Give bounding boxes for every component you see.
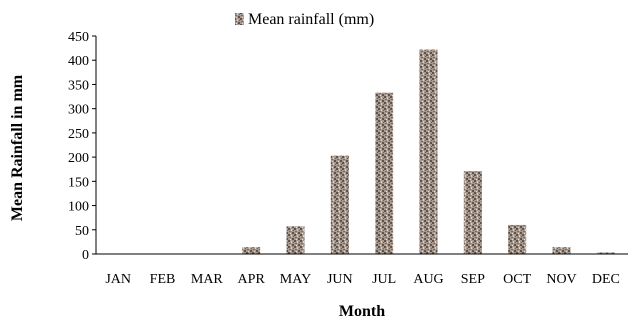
bar-dec [596,252,615,254]
x-tick-label-mar: MAR [191,272,224,287]
bar-oct [508,224,527,254]
y-tick-label: 300 [68,103,89,118]
y-axis-ticks: 0 50 100 150 200 250 300 350 400 450 [68,30,96,263]
x-tick-label-jan: JAN [105,272,131,287]
y-tick-label: 450 [68,30,89,45]
x-tick-label-dec: DEC [592,272,620,287]
y-tick-label: 400 [68,54,89,69]
y-axis-title: Mean Rainfall in mm [9,74,26,221]
x-tick-label-apr: APR [238,272,266,287]
x-axis-title: Month [339,303,385,320]
y-tick-label: 150 [68,175,89,190]
x-tick-label-nov: NOV [546,272,576,287]
bar-aug [419,49,438,254]
y-tick-label: 250 [68,127,89,142]
bar-sep [463,171,482,254]
bar-apr [242,247,261,254]
bar-jul [375,92,394,255]
x-tick-label-oct: OCT [503,272,531,287]
legend-swatch [235,13,244,25]
y-tick-label: 100 [68,200,89,215]
x-tick-label-jul: JUL [372,272,396,287]
x-tick-label-sep: SEP [461,272,485,287]
y-tick-label: 350 [68,78,89,93]
x-tick-label-feb: FEB [150,272,176,287]
legend-label: Mean rainfall (mm) [248,11,374,28]
y-tick-label: 0 [82,248,89,263]
x-tick-label-aug: AUG [413,272,443,287]
y-tick-label: 200 [68,151,89,166]
y-tick-label: 50 [75,224,89,239]
bar-jun [330,155,349,254]
x-axis-ticks: JAN FEB MAR APR MAY JUN JUL AUG SEP OCT NOV DEC [105,272,620,287]
bar-nov [552,247,571,254]
bar-may [286,226,305,254]
bars [242,49,615,255]
x-tick-label-may: MAY [280,272,311,287]
x-tick-label-jun: JUN [327,272,353,287]
legend: Mean rainfall (mm) [235,11,374,28]
